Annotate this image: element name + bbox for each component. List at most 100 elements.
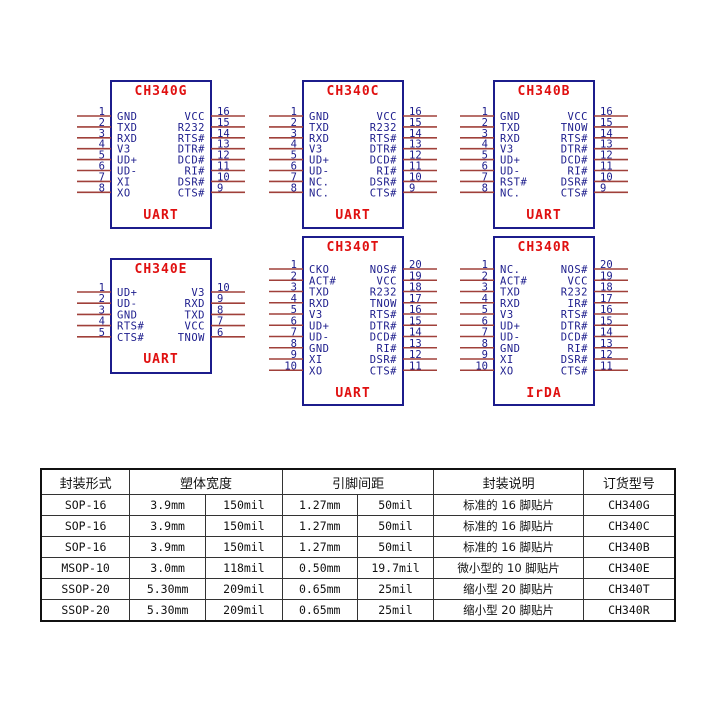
- pin-label: V3: [309, 309, 323, 321]
- pin-label: UD+: [117, 287, 137, 299]
- pin-label: DSR#: [561, 354, 588, 366]
- pin-label: UD-: [117, 166, 137, 178]
- pin-number: 15: [409, 315, 422, 327]
- pin-number: 2: [99, 117, 105, 129]
- table-cell: SOP-16: [40, 536, 131, 558]
- pin-number: 3: [482, 282, 488, 294]
- pin-label: VCC: [568, 111, 588, 123]
- pin-number: 1: [291, 259, 297, 271]
- package-table: 封装形式 塑体宽度 引脚间距 封装说明 订货型号 SOP-16 3.9mm 150m…: [40, 468, 676, 622]
- pin-number: 3: [99, 128, 105, 140]
- pin-number: 11: [600, 360, 613, 372]
- pin-label: GND: [117, 309, 137, 321]
- pin-label: XI: [117, 176, 131, 188]
- pin-label: VCC: [185, 111, 205, 123]
- pin-number: 10: [409, 171, 422, 183]
- pin-number: 6: [217, 327, 223, 339]
- chip-title: CH340E: [135, 262, 188, 277]
- pin-number: 5: [291, 304, 297, 316]
- pin-label: UD+: [117, 155, 137, 167]
- pin-label: CTS#: [561, 365, 588, 377]
- pin-number: 11: [217, 161, 230, 173]
- pin-number: 11: [600, 161, 613, 173]
- pin-label: RI#: [568, 166, 589, 178]
- pin-label: TXD: [309, 287, 329, 299]
- pin-label: UD-: [117, 298, 137, 310]
- pin-label: ACT#: [309, 275, 336, 287]
- chip-title: CH340C: [327, 84, 380, 99]
- table-cell: 缩小型 20 脚贴片: [433, 599, 584, 622]
- pin-label: R232: [561, 287, 588, 299]
- pin-label: VCC: [185, 321, 205, 333]
- pin-label: DCD#: [370, 155, 397, 167]
- pin-number: 12: [409, 349, 422, 361]
- table-cell: 1.27mm: [281, 494, 358, 516]
- header-pin-pitch: 引脚间距: [281, 468, 435, 495]
- table-cell: SSOP-20: [40, 599, 131, 622]
- table-cell: CH340T: [582, 578, 676, 600]
- pin-label: TXD: [309, 122, 329, 134]
- pin-number: 1: [99, 106, 105, 118]
- pin-label: UD-: [309, 332, 329, 344]
- pin-number: 3: [291, 282, 297, 294]
- pin-number: 10: [284, 360, 297, 372]
- pin-number: 1: [291, 106, 297, 118]
- pin-label: DTR#: [561, 320, 588, 332]
- pin-number: 11: [409, 161, 422, 173]
- pin-label: DCD#: [561, 155, 588, 167]
- pin-label: RI#: [377, 343, 398, 355]
- chip-mode-label: IrDA: [526, 386, 561, 401]
- pin-label: R232: [178, 122, 205, 134]
- pin-number: 9: [217, 182, 223, 194]
- pin-number: 3: [291, 128, 297, 140]
- pin-number: 20: [409, 259, 422, 271]
- pin-label: IR#: [568, 298, 589, 310]
- pin-number: 20: [600, 259, 613, 271]
- pin-number: 19: [600, 270, 613, 282]
- table-cell: 缩小型 20 脚贴片: [433, 578, 584, 600]
- pin-number: 12: [600, 150, 613, 162]
- pin-number: 16: [409, 106, 422, 118]
- pin-number: 16: [409, 304, 422, 316]
- pin-label: DCD#: [561, 332, 588, 344]
- pin-number: 15: [600, 117, 613, 129]
- chip-mode-label: UART: [526, 208, 561, 223]
- table-cell: 微小型的 10 脚贴片: [433, 557, 584, 579]
- table-cell: CH340B: [582, 536, 676, 558]
- table-cell: 0.50mm: [281, 557, 358, 579]
- pin-label: V3: [117, 144, 131, 156]
- pin-label: ACT#: [500, 275, 527, 287]
- pin-label: XO: [117, 187, 131, 199]
- pin-label: CTS#: [178, 187, 205, 199]
- pin-label: XI: [309, 354, 323, 366]
- pin-label: TXD: [500, 287, 520, 299]
- table-cell: MSOP-10: [40, 557, 131, 579]
- pin-label: V3: [191, 287, 205, 299]
- pin-number: 7: [291, 171, 297, 183]
- pin-label: UD-: [500, 166, 520, 178]
- chip-body: [302, 80, 404, 229]
- pin-label: UD+: [500, 320, 520, 332]
- pin-number: 8: [482, 338, 488, 350]
- pin-label: CTS#: [561, 187, 588, 199]
- pin-number: 14: [409, 128, 422, 140]
- chip-body: [493, 236, 595, 406]
- pin-label: VCC: [377, 275, 397, 287]
- pin-number: 5: [291, 150, 297, 162]
- pin-number: 16: [217, 106, 230, 118]
- pin-number: 16: [600, 304, 613, 316]
- pin-number: 4: [99, 139, 105, 151]
- pin-label: GND: [309, 343, 329, 355]
- pin-number: 6: [482, 161, 488, 173]
- pin-number: 9: [217, 293, 223, 305]
- pin-label: RXD: [500, 298, 520, 310]
- table-cell: 50mil: [356, 494, 435, 516]
- pin-number: 13: [409, 338, 422, 350]
- table-cell: 1.27mm: [281, 515, 358, 537]
- chip-body: [110, 258, 212, 374]
- pin-label: XO: [309, 365, 323, 377]
- pin-number: 16: [600, 106, 613, 118]
- pin-label: TNOW: [178, 332, 205, 344]
- pin-label: RXD: [309, 298, 329, 310]
- pin-label: UD-: [309, 166, 329, 178]
